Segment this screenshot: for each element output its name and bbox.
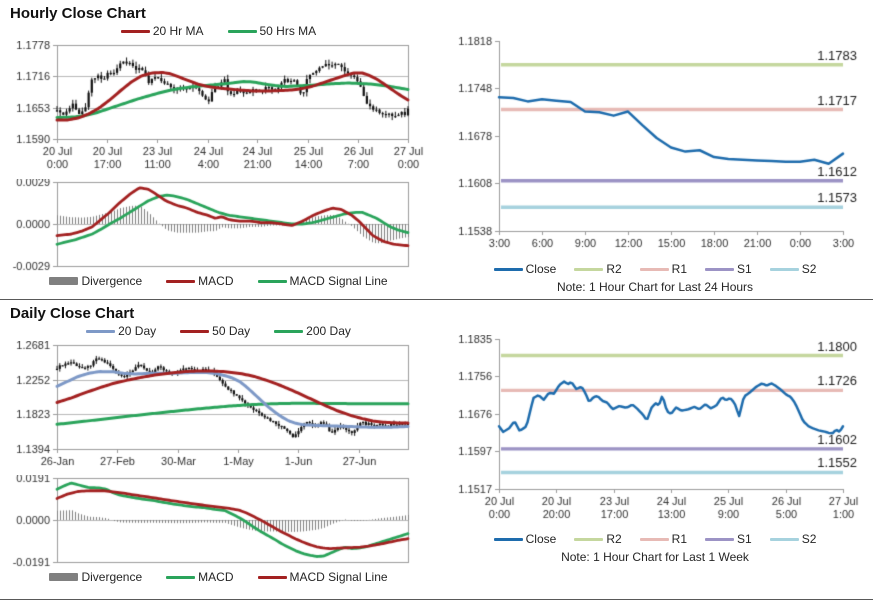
hourly-pivot-chart [437, 35, 873, 257]
legend-item-r1: R1 [639, 262, 687, 276]
hourly-pivot-legend: Close R2 R1 S1 S2 [437, 261, 873, 277]
legend-item-close: Close [493, 262, 557, 276]
daily-price-chart [0, 341, 434, 473]
daily-right-column: Close R2 R1 S1 S2 Note: 1 Hour Chart for… [437, 323, 873, 585]
legend-item-close: Close [493, 532, 557, 546]
legend-label: 50 Hrs MA [259, 24, 317, 38]
legend-label: MACD [198, 274, 234, 288]
close-swatch [493, 267, 523, 271]
legend-label: Close [525, 532, 557, 546]
hourly-right-column: Close R2 R1 S1 S2 Note: 1 Hour Chart for… [437, 23, 873, 294]
legend-label: S1 [737, 262, 752, 276]
s2-swatch [769, 267, 799, 271]
divergence-swatch [49, 277, 79, 285]
daily-note: Note: 1 Hour Chart for Last 1 Week [561, 550, 749, 564]
legend-item-s2: S2 [769, 532, 817, 546]
daily-macd-chart [0, 475, 434, 567]
macd-swatch [166, 575, 196, 579]
legend-item-macd-signal: MACD Signal Line [257, 570, 388, 584]
legend-label: Divergence [81, 274, 143, 288]
legend-label: MACD Signal Line [289, 274, 388, 288]
legend-item-macd: MACD [166, 274, 234, 288]
legend-label: S2 [801, 532, 817, 546]
hourly-price-legend: 20 Hr MA 50 Hrs MA [0, 23, 437, 39]
hourly-section-title: Hourly Close Chart [10, 5, 146, 22]
200day-ma-swatch [274, 329, 304, 333]
legend-item-divergence: Divergence [49, 570, 142, 584]
legend-item-50hr-ma: 50 Hrs MA [227, 24, 317, 38]
r1-swatch [639, 537, 669, 541]
legend-label: Divergence [81, 570, 143, 584]
legend-label: S1 [737, 532, 752, 546]
legend-item-macd: MACD [166, 570, 234, 584]
50day-ma-swatch [180, 329, 210, 333]
legend-label: 200 Day [306, 324, 351, 338]
legend-label: R1 [671, 262, 687, 276]
hourly-section: Hourly Close Chart 20 Hr MA 50 Hrs MA Di… [0, 0, 873, 300]
legend-item-20hr-ma: 20 Hr MA [120, 24, 204, 38]
daily-section: Daily Close Chart 20 Day 50 Day 200 Day … [0, 300, 873, 600]
daily-price-legend: 20 Day 50 Day 200 Day [0, 323, 437, 339]
daily-section-title: Daily Close Chart [10, 305, 135, 322]
r2-swatch [574, 537, 604, 541]
legend-item-20day: 20 Day [86, 324, 156, 338]
legend-item-divergence: Divergence [49, 274, 142, 288]
legend-item-50day: 50 Day [180, 324, 250, 338]
macd-signal-swatch [257, 575, 287, 579]
s1-swatch [705, 267, 734, 271]
divergence-swatch [49, 573, 79, 581]
legend-label: 20 Hr MA [152, 24, 204, 38]
close-swatch [493, 537, 523, 541]
hourly-price-chart [0, 41, 434, 177]
legend-item-r2: R2 [574, 262, 622, 276]
legend-item-s1: S1 [705, 532, 752, 546]
hourly-left-column: 20 Hr MA 50 Hrs MA Divergence MACD MACD … [0, 23, 437, 294]
20day-ma-swatch [86, 329, 116, 333]
legend-label: 20 Day [118, 324, 157, 338]
daily-left-column: 20 Day 50 Day 200 Day Divergence MACD MA… [0, 323, 437, 585]
legend-label: Close [525, 262, 557, 276]
r2-swatch [574, 267, 604, 271]
20hr-ma-swatch [120, 29, 150, 33]
daily-macd-legend: Divergence MACD MACD Signal Line [0, 569, 437, 585]
legend-label: R2 [606, 262, 622, 276]
legend-item-r2: R2 [574, 532, 622, 546]
legend-item-s1: S1 [705, 262, 752, 276]
s2-swatch [769, 537, 799, 541]
legend-item-macd-signal: MACD Signal Line [257, 274, 388, 288]
s1-swatch [705, 537, 734, 541]
legend-item-r1: R1 [639, 532, 687, 546]
legend-label: R2 [606, 532, 622, 546]
hourly-macd-legend: Divergence MACD MACD Signal Line [0, 273, 437, 289]
hourly-note: Note: 1 Hour Chart for Last 24 Hours [556, 280, 754, 294]
r1-swatch [639, 267, 669, 271]
macd-swatch [166, 279, 196, 283]
legend-item-200day: 200 Day [274, 324, 351, 338]
50hr-ma-swatch [227, 29, 257, 33]
legend-label: 50 Day [212, 324, 251, 338]
macd-signal-swatch [257, 279, 287, 283]
legend-item-s2: S2 [769, 262, 817, 276]
legend-label: MACD [198, 570, 234, 584]
legend-label: S2 [801, 262, 817, 276]
daily-pivot-legend: Close R2 R1 S1 S2 [437, 531, 873, 547]
legend-label: MACD Signal Line [289, 570, 388, 584]
hourly-macd-chart [0, 179, 434, 271]
daily-pivot-chart [437, 335, 873, 527]
legend-label: R1 [671, 532, 687, 546]
